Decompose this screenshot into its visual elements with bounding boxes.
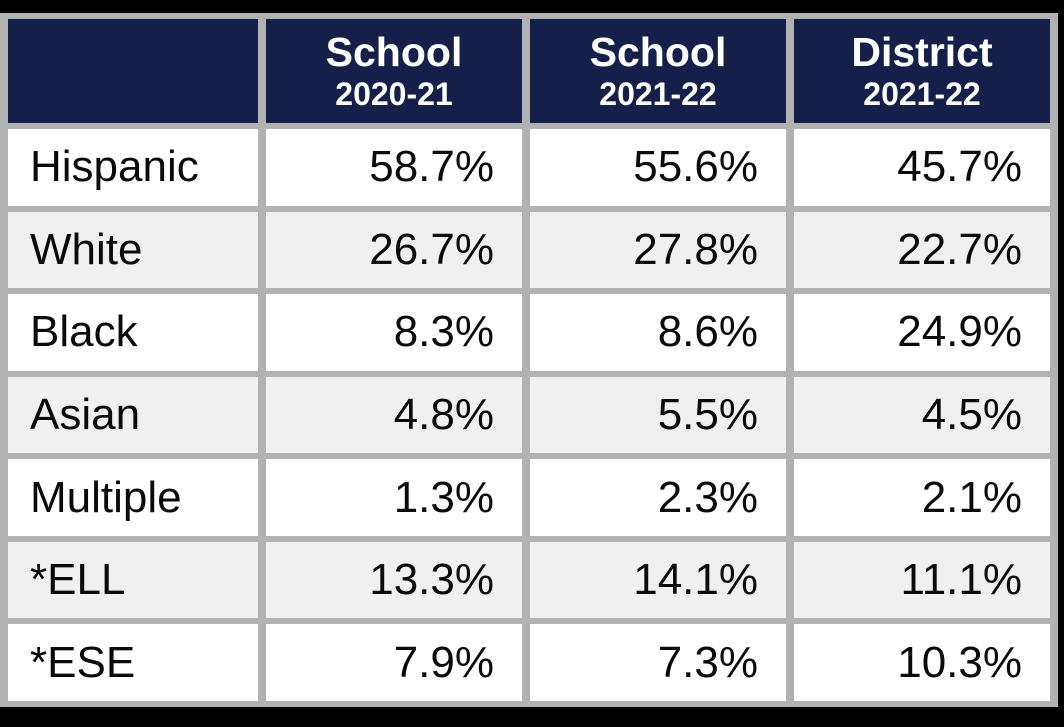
table-row-hispanic: Hispanic 58.7% 55.6% 45.7% (8, 129, 1050, 206)
column-title: School (589, 29, 727, 76)
header-cell-school-2021-22: School 2021-22 (530, 19, 786, 123)
table-header: School 2020-21 School 2021-22 District 2… (8, 19, 1050, 123)
cell-value: 55.6% (530, 129, 786, 206)
demographics-table: School 2020-21 School 2021-22 District 2… (0, 13, 1058, 707)
column-subtitle: 2021-22 (863, 76, 981, 113)
row-label: Multiple (8, 459, 258, 536)
row-label: Hispanic (8, 129, 258, 206)
header-row: School 2020-21 School 2021-22 District 2… (8, 19, 1050, 123)
cell-value: 4.5% (794, 376, 1050, 454)
demographics-table-frame: School 2020-21 School 2021-22 District 2… (0, 13, 1058, 707)
table-row-white: White 26.7% 27.8% 22.7% (8, 211, 1050, 289)
row-label: *ESE (8, 624, 258, 701)
table-row-ell: *ELL 13.3% 14.1% 11.1% (8, 541, 1050, 619)
cell-value: 7.9% (266, 624, 522, 701)
cell-value: 13.3% (266, 541, 522, 619)
row-label: Asian (8, 376, 258, 454)
row-label: *ELL (8, 541, 258, 619)
row-label: Black (8, 294, 258, 371)
header-cell-district-2021-22: District 2021-22 (794, 19, 1050, 123)
table-row-multiple: Multiple 1.3% 2.3% 2.1% (8, 459, 1050, 536)
cell-value: 4.8% (266, 376, 522, 454)
cell-value: 22.7% (794, 211, 1050, 289)
cell-value: 8.3% (266, 294, 522, 371)
column-subtitle: 2020-21 (335, 76, 453, 113)
cell-value: 5.5% (530, 376, 786, 454)
cell-value: 45.7% (794, 129, 1050, 206)
cell-value: 8.6% (530, 294, 786, 371)
column-title: School (325, 29, 463, 76)
column-title: District (851, 29, 993, 76)
cell-value: 11.1% (794, 541, 1050, 619)
cell-value: 2.1% (794, 459, 1050, 536)
cell-value: 26.7% (266, 211, 522, 289)
column-subtitle: 2021-22 (599, 76, 717, 113)
table-row-asian: Asian 4.8% 5.5% 4.5% (8, 376, 1050, 454)
table-row-black: Black 8.3% 8.6% 24.9% (8, 294, 1050, 371)
cell-value: 10.3% (794, 624, 1050, 701)
cell-value: 24.9% (794, 294, 1050, 371)
cell-value: 27.8% (530, 211, 786, 289)
table-body: Hispanic 58.7% 55.6% 45.7% White 26.7% 2… (8, 129, 1050, 701)
cell-value: 1.3% (266, 459, 522, 536)
cell-value: 14.1% (530, 541, 786, 619)
cell-value: 2.3% (530, 459, 786, 536)
row-label: White (8, 211, 258, 289)
header-cell-empty (8, 19, 258, 123)
cell-value: 7.3% (530, 624, 786, 701)
header-cell-school-2020-21: School 2020-21 (266, 19, 522, 123)
cell-value: 58.7% (266, 129, 522, 206)
table-row-ese: *ESE 7.9% 7.3% 10.3% (8, 624, 1050, 701)
